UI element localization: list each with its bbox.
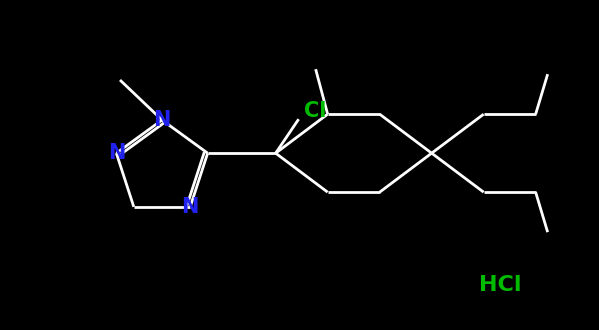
Text: N: N	[108, 143, 125, 163]
Text: Cl: Cl	[304, 101, 326, 121]
Text: N: N	[181, 197, 199, 217]
Text: HCl: HCl	[479, 275, 521, 295]
Text: N: N	[153, 110, 171, 130]
